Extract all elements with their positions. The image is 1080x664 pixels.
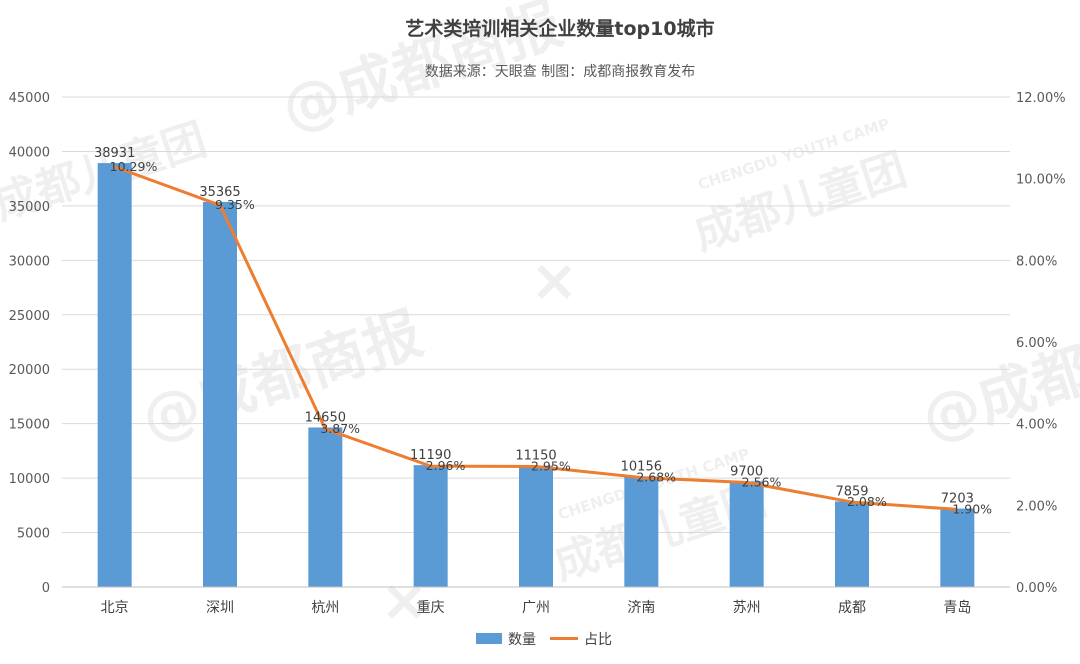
bar-成都 (835, 501, 869, 587)
y-left-tick-label: 0 (42, 581, 50, 596)
category-label: 苏州 (733, 600, 761, 616)
line-value-label: 9.35% (215, 197, 255, 212)
category-label: 成都 (838, 600, 866, 616)
y-left-tick-label: 15000 (9, 418, 50, 433)
y-left-tick-label: 5000 (17, 527, 50, 542)
y-right-tick-label: 6.00% (1016, 336, 1057, 351)
legend-swatch-bar (476, 633, 502, 644)
category-label: 杭州 (311, 600, 339, 616)
y-right-tick-label: 8.00% (1016, 254, 1057, 269)
category-label: 重庆 (417, 600, 445, 616)
line-path (114, 165, 958, 511)
category-label: 青岛 (943, 600, 971, 616)
bar-value-label: 11150 (515, 449, 556, 464)
line-value-label: 10.29% (110, 159, 158, 174)
y-left-tick-label: 10000 (9, 472, 50, 487)
bar-青岛 (940, 508, 975, 587)
category-label: 济南 (627, 600, 655, 616)
y-right-tick-label: 10.00% (1016, 173, 1066, 188)
y-left-tick-label: 40000 (9, 145, 50, 160)
bar-value-label: 7203 (941, 492, 974, 507)
bar-济南 (624, 476, 659, 587)
bar-杭州 (308, 427, 343, 587)
line-value-label: 2.56% (742, 474, 782, 489)
x-axis-categories: 北京 深圳 杭州 重庆 广州 济南 苏州 成都 青岛 (62, 586, 1010, 616)
line-series (114, 165, 958, 511)
bar-北京 (97, 163, 132, 588)
y-left-tick-label: 35000 (9, 200, 50, 215)
bar-重庆 (413, 465, 448, 587)
chart-subtitle: 数据来源：天眼查 制图：成都商报教育发布 (425, 64, 695, 80)
bar-value-label: 38931 (94, 146, 135, 161)
bar-value-label: 7859 (835, 484, 868, 499)
bar-value-label: 14650 (305, 410, 346, 425)
line-value-label: 3.87% (320, 421, 360, 436)
y-axis-left: 0 5000 10000 15000 20000 25000 30000 35000 40000… (9, 91, 50, 596)
legend-label-bar: 数量 (508, 632, 536, 648)
bar-深圳 (203, 201, 237, 588)
bar-value-label: 35365 (199, 185, 240, 200)
watermark-cross-1: × (530, 246, 579, 314)
watermark-chengdu-shangbao-2: @成都商报 (133, 299, 430, 453)
category-label: 广州 (522, 600, 550, 616)
line-value-label: 2.95% (531, 459, 571, 474)
legend: 数量 占比 (476, 632, 612, 648)
y-axis-right: 0.00% 2.00% 4.00% 6.00% 8.00% 10.00% 12.00% (1016, 91, 1066, 596)
y-right-tick-label: 0.00% (1016, 581, 1057, 596)
chart-title: 艺术类培训相关企业数量top10城市 (405, 17, 714, 40)
y-right-tick-label: 2.00% (1016, 499, 1057, 514)
bar-广州 (519, 465, 553, 587)
legend-label-line: 占比 (584, 632, 612, 648)
category-label: 北京 (101, 600, 129, 616)
y-left-tick-label: 20000 (9, 363, 50, 378)
line-value-label: 2.08% (847, 494, 887, 509)
line-data-labels: 10.29% 9.35% 3.87% 2.96% 2.95% 2.68% 2.56% 2.08… (110, 159, 992, 517)
y-right-tick-label: 4.00% (1016, 418, 1057, 433)
bar-value-label: 10156 (621, 459, 662, 474)
line-value-label: 2.96% (426, 458, 466, 473)
bar-data-labels: 38931 35365 14650 11190 11150 10156 9700 7859 72… (94, 146, 974, 506)
bar-苏州 (729, 481, 764, 587)
y-right-tick-label: 12.00% (1016, 91, 1066, 106)
category-label: 深圳 (206, 600, 234, 616)
y-left-tick-label: 25000 (9, 309, 50, 324)
bar-series (97, 163, 975, 588)
line-value-label: 2.68% (636, 470, 676, 485)
y-left-tick-label: 45000 (9, 91, 50, 106)
bar-value-label: 11190 (410, 448, 451, 463)
bar-value-label: 9700 (730, 464, 763, 479)
line-value-label: 1.90% (952, 501, 992, 516)
y-left-tick-label: 30000 (9, 254, 50, 269)
